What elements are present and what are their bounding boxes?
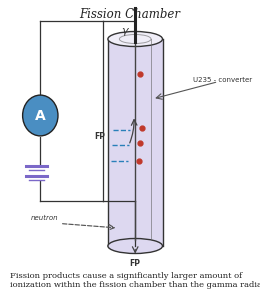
Ellipse shape — [108, 32, 162, 46]
Text: Fission products cause a significantly larger amount of
ionization within the fi: Fission products cause a significantly l… — [10, 272, 260, 289]
Text: FP: FP — [130, 259, 141, 268]
Bar — [108, 39, 162, 246]
Text: FP: FP — [94, 132, 105, 141]
Text: A: A — [35, 109, 46, 122]
Ellipse shape — [108, 238, 162, 253]
Text: Fission Chamber: Fission Chamber — [80, 8, 180, 20]
Text: γ: γ — [121, 26, 128, 36]
Text: neutron: neutron — [30, 214, 58, 220]
Circle shape — [23, 95, 58, 136]
Text: U235 - converter: U235 - converter — [193, 76, 252, 82]
